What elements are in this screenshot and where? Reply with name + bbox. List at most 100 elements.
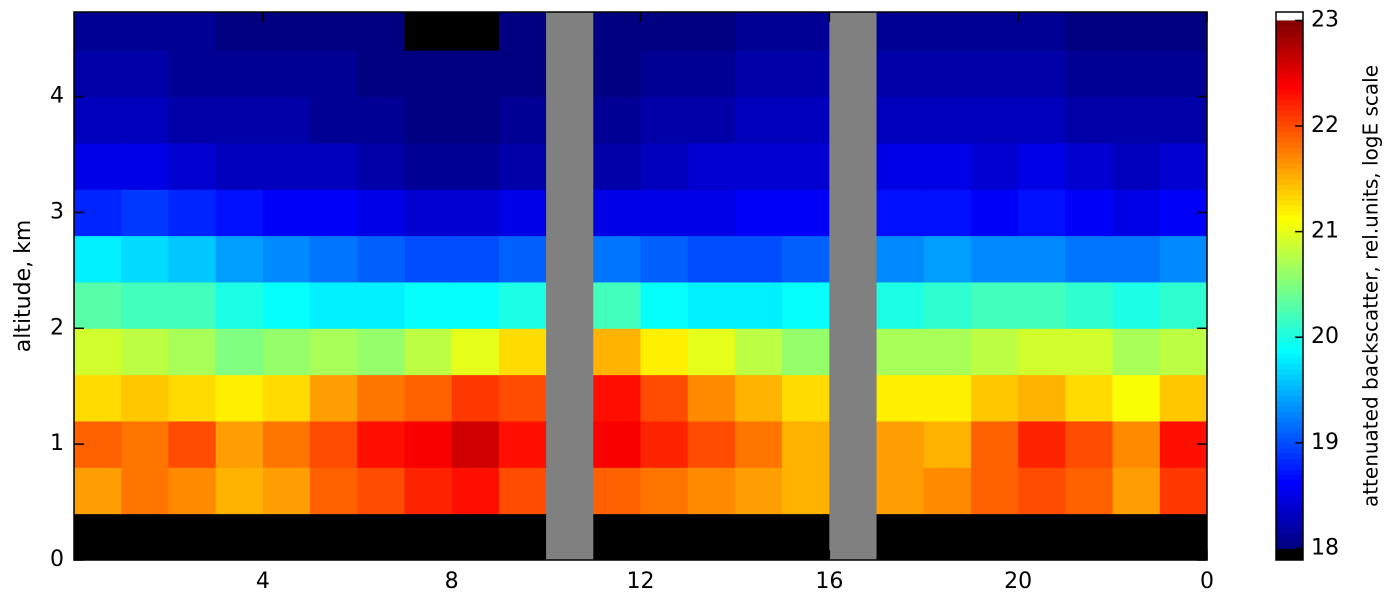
heat-cell (404, 328, 453, 376)
heat-cell (215, 513, 264, 560)
missing-cell (546, 374, 594, 422)
heat-cell (451, 281, 500, 329)
colorbar-segment (1276, 458, 1303, 465)
colorbar: 18 19 20 21 22 23 (1275, 7, 1339, 561)
colorbar-segment (1276, 52, 1303, 59)
colorbar-frame (1275, 11, 1304, 561)
colorbar-segment (1276, 31, 1303, 37)
heat-cell (970, 142, 1019, 190)
colorbar-segment (1276, 316, 1303, 322)
heat-cell (74, 328, 122, 376)
heat-cell (121, 281, 169, 329)
colorbar-tick-label: 22 (1311, 113, 1339, 138)
colorbar-segment (1276, 331, 1303, 338)
heat-cell (262, 374, 311, 422)
heat-cell (593, 142, 641, 190)
heat-cell (357, 12, 405, 51)
y-axis-label: altitude, km (11, 220, 36, 353)
heat-cell (1159, 142, 1207, 190)
heat-cell (121, 467, 169, 515)
heat-cell (262, 96, 311, 144)
heat-cell (923, 50, 972, 98)
heat-cell (1159, 281, 1207, 329)
colorbar-segment (1276, 469, 1303, 476)
heat-cell (215, 467, 264, 515)
heat-cell (310, 467, 358, 515)
heat-cell (1159, 50, 1207, 98)
colorbar-segment (1276, 358, 1303, 365)
heat-cell (357, 50, 405, 98)
missing-cell (829, 142, 878, 190)
missing-cell (829, 513, 878, 560)
heat-cell (498, 189, 547, 237)
heat-cell (1065, 281, 1114, 329)
heat-cell (215, 235, 264, 283)
heat-cell (357, 189, 405, 237)
heat-cell (640, 189, 689, 237)
heat-cell (357, 467, 405, 515)
heat-cell (1065, 328, 1114, 376)
heat-cell (782, 328, 830, 376)
y-tick-label: 4 (50, 84, 64, 109)
colorbar-segment (1276, 263, 1303, 270)
heat-cell (404, 235, 453, 283)
colorbar-segment (1276, 437, 1303, 444)
missing-cell (546, 420, 594, 468)
colorbar-segment (1276, 136, 1303, 143)
heat-cell (782, 235, 830, 283)
heat-cell (640, 513, 689, 560)
colorbar-segment (1276, 305, 1303, 312)
heat-cell (310, 12, 358, 51)
heat-cell (121, 374, 169, 422)
colorbar-segment (1276, 463, 1303, 470)
heat-cell (734, 467, 783, 515)
heat-cell (593, 12, 641, 51)
colorbar-segment (1276, 99, 1303, 106)
heat-cell (451, 328, 500, 376)
heat-cell (593, 50, 641, 98)
missing-cell (546, 513, 594, 560)
heat-cell (121, 12, 169, 51)
heat-cell (498, 281, 547, 329)
heat-cell (734, 281, 783, 329)
heat-cell (357, 96, 405, 144)
heat-cell (876, 374, 925, 422)
heat-cell (970, 50, 1019, 98)
colorbar-segment (1276, 511, 1303, 518)
heat-cell (404, 50, 453, 98)
colorbar-segment (1276, 390, 1303, 396)
heat-cell (404, 96, 453, 144)
heat-cell (121, 513, 169, 560)
colorbar-segment (1276, 474, 1303, 481)
heat-cell (687, 142, 736, 190)
heat-cell (168, 374, 217, 422)
heat-cell (876, 142, 925, 190)
heat-cell (782, 281, 830, 329)
heat-cell (1159, 12, 1207, 51)
heat-cell (923, 142, 972, 190)
heat-cell (923, 420, 972, 468)
heat-cell (121, 142, 169, 190)
heat-cell (1018, 235, 1066, 283)
heat-cell (782, 50, 830, 98)
colorbar-segment (1276, 94, 1303, 101)
missing-cell (546, 50, 594, 98)
colorbar-segment (1276, 384, 1303, 391)
x-tick-label: 0 (1200, 569, 1214, 594)
colorbar-segment (1276, 516, 1303, 523)
heat-cell (451, 374, 500, 422)
colorbar-segment (1276, 110, 1303, 117)
colorbar-segment (1276, 289, 1303, 296)
heat-cell (404, 189, 453, 237)
heat-cell (404, 467, 453, 515)
heat-cell (215, 420, 264, 468)
colorbar-segment (1276, 374, 1303, 381)
colorbar-segment (1276, 231, 1303, 238)
heat-cell (640, 420, 689, 468)
heat-cell (357, 374, 405, 422)
heat-cell (1018, 281, 1066, 329)
colorbar-segment (1276, 379, 1303, 386)
colorbar-segment (1276, 242, 1303, 249)
heat-cell (498, 50, 547, 98)
heat-cell (923, 328, 972, 376)
